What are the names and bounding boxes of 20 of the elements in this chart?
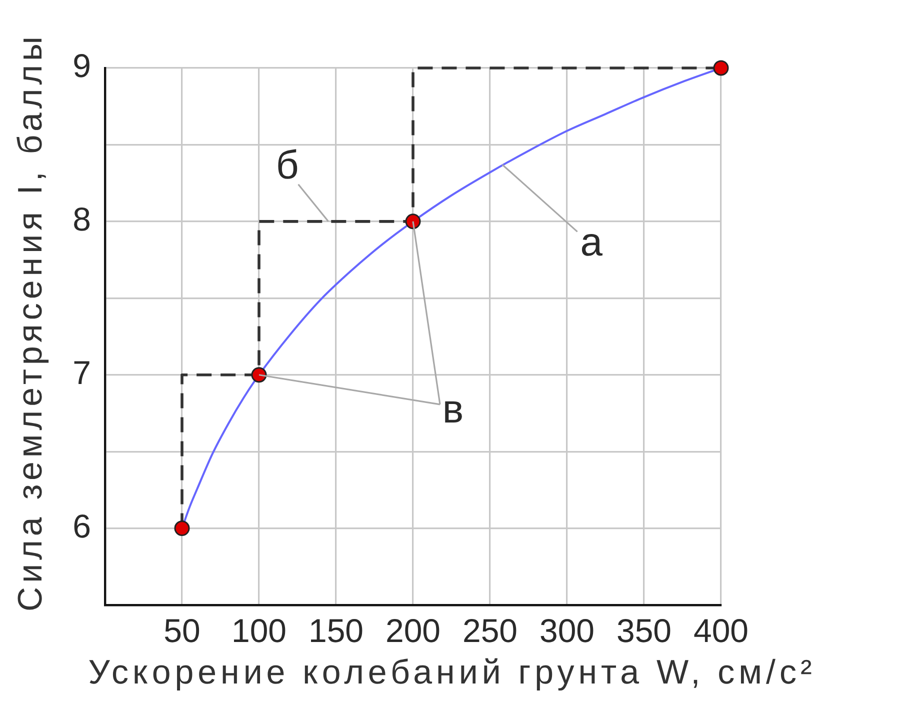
x-tick-label: 50 (164, 612, 200, 649)
point (251, 367, 267, 383)
x-tick-label: 100 (231, 612, 287, 649)
x-tick-label: 400 (693, 612, 749, 649)
annotation: а (580, 220, 604, 265)
x-tick-label: 200 (385, 612, 441, 649)
point (174, 520, 190, 536)
point (713, 60, 729, 76)
y-tick-label: 6 (72, 507, 91, 544)
y-tick-label: 9 (72, 47, 91, 84)
y-tick-label: 8 (72, 200, 91, 238)
annotation: в (442, 387, 464, 432)
x-axis-title: Ускорение колебаний грунта W, см/с² (88, 653, 816, 692)
x-tick-label: 350 (616, 612, 672, 649)
x-tick-label: 300 (539, 612, 595, 649)
x-tick-label: 250 (462, 612, 518, 649)
y-tick-label: 7 (72, 354, 91, 391)
x-tick-label: 150 (308, 612, 364, 649)
y-axis-title: Сила землетрясения I, баллы (11, 32, 50, 612)
annotation: б (276, 143, 299, 188)
